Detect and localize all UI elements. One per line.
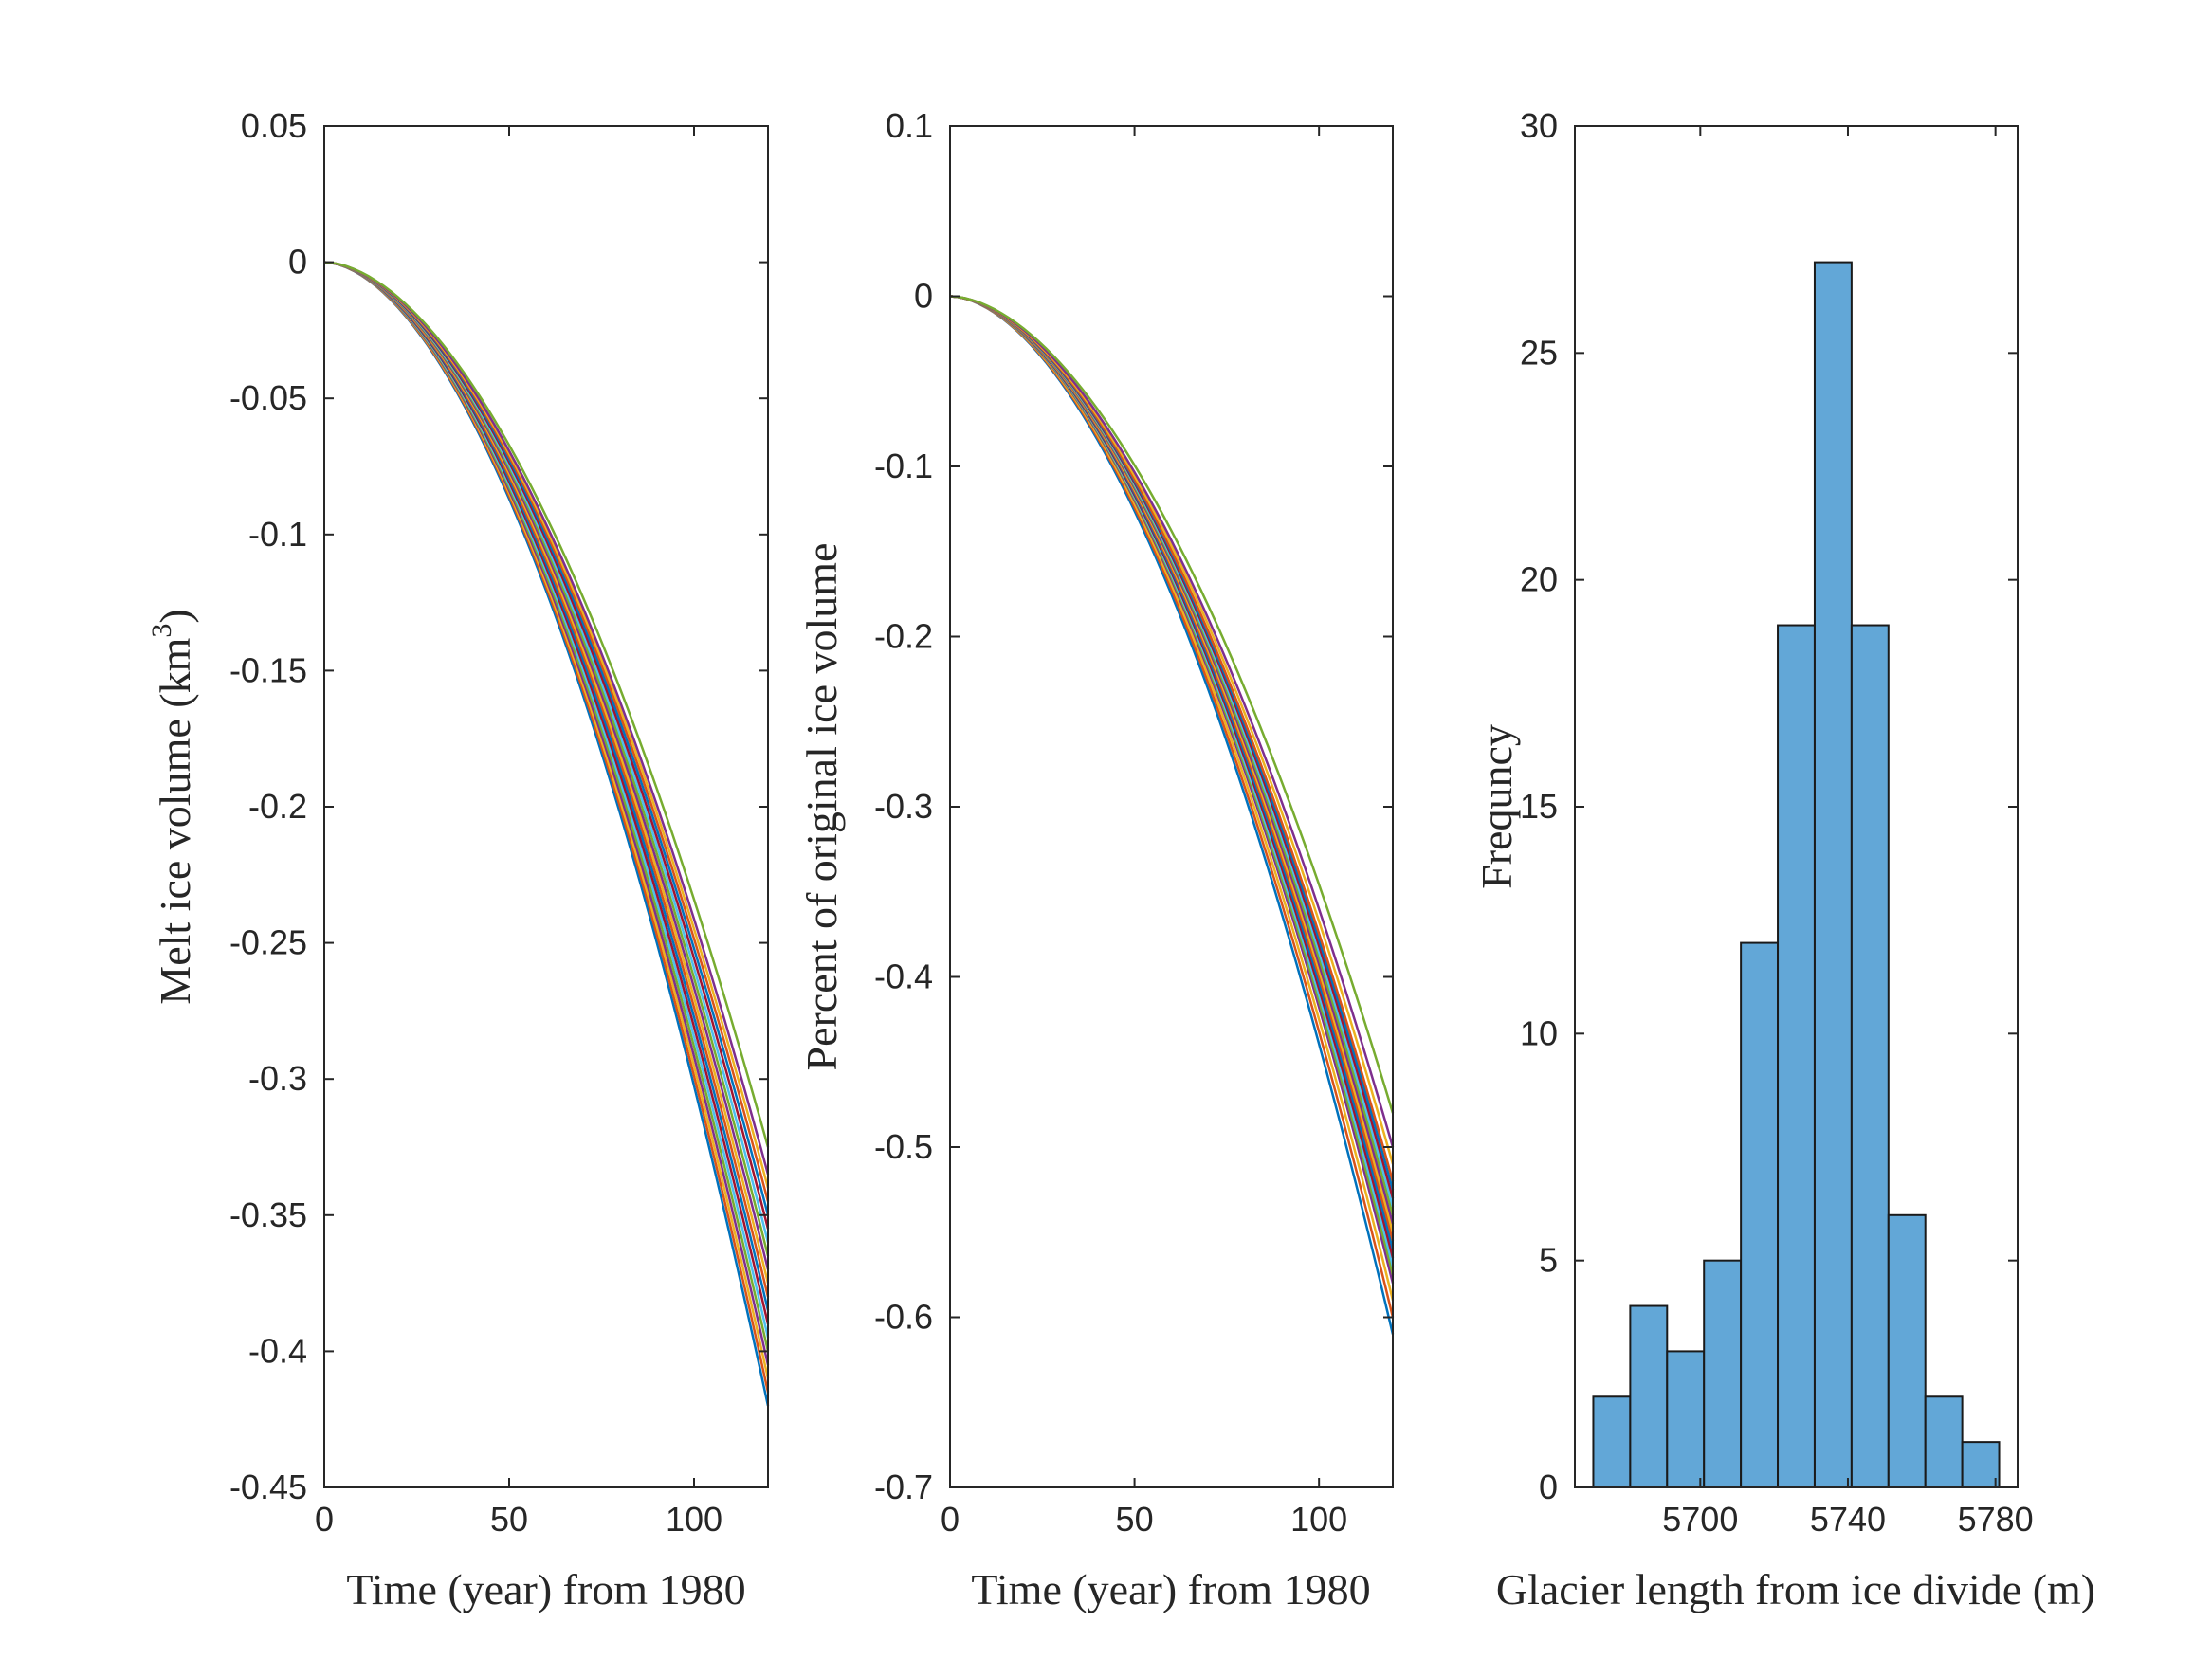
melt-volume-ytick-label: -0.4 — [248, 1331, 307, 1370]
melt-volume-ensemble-line — [323, 261, 770, 1407]
melt-volume-ensemble-line — [323, 261, 770, 1324]
histogram-bar — [1777, 624, 1816, 1488]
ice-percent-xtick-label: 100 — [1290, 1500, 1347, 1539]
ice-percent-ensemble-line — [949, 295, 1395, 1258]
histogram-bar — [1887, 1213, 1927, 1489]
melt-volume-xlabel: Time (year) from 1980 — [346, 1565, 745, 1613]
ice-percent-ytick-label: -0.6 — [874, 1298, 933, 1337]
ice-percent-xlabel: Time (year) from 1980 — [971, 1565, 1370, 1613]
ice-percent-ytick-label: -0.4 — [874, 957, 933, 996]
histogram-ytick-label: 0 — [1539, 1468, 1558, 1506]
histogram-bar — [1813, 261, 1853, 1489]
histogram-ytick-label: 15 — [1520, 787, 1558, 826]
ice-percent-ensemble-line — [949, 295, 1395, 1335]
ice-percent-ytick-label: -0.3 — [874, 787, 933, 826]
melt-volume-ytick-label: -0.1 — [248, 515, 307, 554]
melt-volume-ensemble-line — [323, 261, 770, 1352]
melt-volume-ensemble-line — [323, 261, 770, 1298]
histogram-bar — [1629, 1304, 1669, 1488]
histogram-ylabel: Frequncy — [1472, 724, 1521, 889]
glacier-length-histogram-panel: 0 5 10 15 20 25 30 5700 5740 5780 Glacier length … — [1472, 106, 2095, 1613]
melt-volume-ytick-label: -0.35 — [229, 1195, 307, 1234]
melt-volume-panel: 0.05 0 -0.05 -0.1 -0.15 -0.2 -0.25 -0.3 -0.35 -0.… — [146, 106, 770, 1613]
melt-volume-xtick-label: 0 — [315, 1500, 334, 1539]
ice-percent-ensemble-line — [949, 295, 1395, 1267]
ice-percent-lines — [949, 295, 1395, 1335]
ice-percent-ytick-label: 0.1 — [886, 106, 933, 145]
ice-percent-ensemble-line — [949, 295, 1395, 1225]
ice-percent-ensemble-line — [949, 295, 1395, 1233]
ice-percent-ytick-label: -0.1 — [874, 447, 933, 485]
melt-volume-ensemble-line — [323, 261, 770, 1284]
histogram-bar — [1924, 1395, 1964, 1489]
histogram-ytick-label: 5 — [1539, 1241, 1558, 1280]
ice-percent-ensemble-line — [949, 295, 1395, 1250]
histogram-xlabel: Glacier length from ice divide (m) — [1496, 1565, 2095, 1613]
melt-volume-lines — [323, 261, 770, 1407]
melt-volume-ytick-label: -0.2 — [248, 787, 307, 826]
ice-percent-ensemble-line — [949, 295, 1395, 1301]
melt-volume-ensemble-line — [323, 261, 770, 1311]
histogram-ytick-label: 30 — [1520, 106, 1558, 145]
histogram-xtick-label: 5740 — [1810, 1500, 1886, 1539]
histogram-ytick-label: 20 — [1520, 560, 1558, 599]
histogram-bar — [1592, 1395, 1632, 1489]
ice-percent-ylabel: Percent of original ice volume — [797, 543, 846, 1071]
histogram-xtick-label: 5780 — [1958, 1500, 2034, 1539]
histogram-ticks: 0 5 10 15 20 25 30 5700 5740 5780 — [1520, 106, 2034, 1539]
melt-volume-ticks: 0.05 0 -0.05 -0.1 -0.15 -0.2 -0.25 -0.3 -0.35 -0.… — [229, 106, 768, 1539]
histogram-ytick-label: 25 — [1520, 333, 1558, 372]
melt-volume-ensemble-line — [323, 261, 770, 1148]
melt-volume-ensemble-line — [323, 261, 770, 1339]
melt-volume-ylabel: Melt ice volume (km3) — [146, 609, 199, 1004]
ice-percent-xtick-label: 0 — [941, 1500, 960, 1539]
ice-percent-ytick-label: 0 — [914, 277, 933, 316]
melt-volume-ensemble-line — [323, 261, 770, 1393]
histogram-bar — [1666, 1350, 1706, 1489]
ice-percent-ensemble-line — [949, 295, 1395, 1275]
melt-volume-ensemble-line — [323, 261, 770, 1379]
histogram-ytick-label: 10 — [1520, 1013, 1558, 1052]
ice-percent-ensemble-line — [949, 295, 1395, 1216]
ice-percent-ytick-label: -0.7 — [874, 1468, 933, 1506]
histogram-bars — [1592, 261, 2001, 1489]
melt-volume-ensemble-line — [323, 261, 770, 1366]
melt-volume-ytick-label: -0.25 — [229, 923, 307, 962]
melt-volume-ytick-label: -0.05 — [229, 378, 307, 417]
ice-percent-xtick-label: 50 — [1116, 1500, 1154, 1539]
melt-volume-ytick-label: -0.3 — [248, 1059, 307, 1098]
melt-volume-ytick-label: 0.05 — [241, 106, 307, 145]
histogram-bar — [1703, 1259, 1743, 1488]
melt-volume-xtick-label: 100 — [666, 1500, 722, 1539]
ice-percent-panel: 0.10-0.1-0.2-0.3-0.4-0.5-0.6-0.70 50 100 T… — [797, 106, 1395, 1613]
ice-percent-ticks: 0.10-0.1-0.2-0.3-0.4-0.5-0.6-0.70 50 100 — [874, 106, 1393, 1539]
melt-volume-ytick-label: -0.15 — [229, 650, 307, 689]
histogram-bar — [1850, 624, 1890, 1488]
ice-percent-ensemble-line — [949, 295, 1395, 1318]
melt-volume-axes-frame — [323, 125, 769, 1488]
ice-percent-ytick-label: -0.5 — [874, 1127, 933, 1166]
ice-percent-ensemble-line — [949, 295, 1395, 1242]
melt-volume-ytick-label: 0 — [288, 243, 307, 282]
histogram-bar — [1740, 941, 1780, 1488]
histogram-bar — [1961, 1441, 2001, 1488]
ice-percent-ensemble-line — [949, 295, 1395, 1114]
ice-percent-ensemble-line — [949, 295, 1395, 1284]
ice-percent-ensemble-line — [949, 295, 1395, 1199]
melt-volume-ytick-label: -0.45 — [229, 1468, 307, 1506]
histogram-xtick-label: 5700 — [1662, 1500, 1738, 1539]
melt-volume-xtick-label: 50 — [490, 1500, 528, 1539]
ice-percent-ytick-label: -0.2 — [874, 617, 933, 656]
